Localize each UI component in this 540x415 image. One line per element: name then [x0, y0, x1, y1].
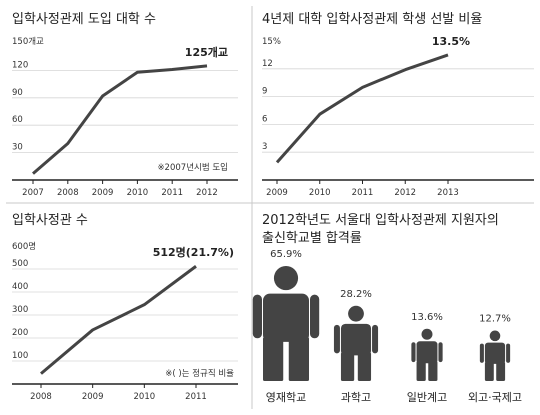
chart4-title-line1: 2012학년도 서울대 입학사정관제 지원자의: [262, 213, 499, 228]
figure-percent-label: 13.6%: [411, 312, 443, 323]
person-figure: [252, 266, 320, 381]
chart-universities: 입학사정관제 도입 대학 수 150개교 120 90 60 30 2007 2008 2…: [12, 12, 238, 198]
c1-xtick-label: 2012: [196, 188, 218, 198]
chart3-end-label: 512명(21.7%): [153, 245, 234, 259]
c1-xtick-label: 2008: [57, 188, 79, 198]
c3-xtick-label: 2009: [82, 392, 104, 402]
c1-xtick-label: 2010: [127, 188, 149, 198]
c3-ytick-label: 300: [12, 305, 28, 315]
c1-xtick-label: 2007: [22, 188, 44, 198]
chart2-end-label: 13.5%: [432, 35, 470, 48]
c3-xtick-label: 2010: [134, 392, 156, 402]
chart2-title: 4년제 대학 입학사정관제 학생 선발 비율: [262, 12, 482, 27]
person-figure: [333, 305, 379, 381]
figure-category-label: 과학고: [341, 391, 371, 404]
figure-percent-label: 12.7%: [479, 314, 511, 325]
c2-ytick-label: 3: [262, 142, 267, 152]
c1-ytick-label: 30: [12, 143, 23, 153]
c1-xtick-label: 2009: [92, 188, 114, 198]
c2-xtick-label: 2011: [352, 188, 374, 198]
c2-xtick-label: 2009: [266, 188, 288, 198]
chart1-end-label: 125개교: [185, 45, 228, 59]
chart3-unit-label: 600명: [12, 241, 36, 252]
chart-selection-ratio: 4년제 대학 입학사정관제 학생 선발 비율 15% 12 9 6 3 2009 201…: [262, 12, 534, 198]
chart1-title: 입학사정관제 도입 대학 수: [12, 12, 156, 27]
chart-acceptance-rate: 2012학년도 서울대 입학사정관제 지원자의 출신학교별 합격률 65.9% 영…: [252, 213, 522, 404]
chart3-note: ※( )는 정규직 비율: [165, 368, 234, 379]
c1-xtick-label: 2011: [161, 188, 183, 198]
chart1-note: ※2007년시범 도입: [157, 162, 228, 173]
c3-ytick-label: 400: [12, 282, 28, 292]
chart3-series-line: [40, 265, 197, 375]
c2-xtick-label: 2013: [437, 188, 459, 198]
c2-xtick-label: 2010: [309, 188, 331, 198]
c2-ytick-label: 12: [262, 59, 273, 69]
chart3-title: 입학사정관 수: [12, 213, 88, 228]
person-figure: [479, 330, 511, 381]
c2-ytick-label: 6: [262, 114, 267, 124]
c3-ytick-label: 100: [12, 351, 28, 361]
c2-xtick-label: 2012: [394, 188, 416, 198]
figure-percent-label: 28.2%: [340, 289, 372, 300]
chart1-series-line: [32, 64, 208, 175]
c2-ytick-label: 9: [262, 87, 267, 97]
c3-xtick-label: 2008: [30, 392, 52, 402]
c3-xtick-label: 2011: [185, 392, 207, 402]
figure-category-label: 외고·국제고: [468, 391, 522, 404]
chart4-title-line2: 출신학교별 합격률: [262, 231, 362, 246]
chart1-unit-label: 150개교: [12, 36, 44, 47]
chart2-series-line: [275, 53, 449, 164]
c1-ytick-label: 90: [12, 88, 23, 98]
c1-ytick-label: 120: [12, 60, 28, 70]
person-figure: [411, 328, 443, 381]
c3-ytick-label: 200: [12, 328, 28, 338]
figure-percent-label: 65.9%: [270, 249, 302, 260]
c1-ytick-label: 60: [12, 115, 23, 125]
figure-category-label: 일반계고: [407, 390, 447, 404]
figure-category-label: 영재학교: [266, 391, 306, 404]
c3-ytick-label: 500: [12, 259, 28, 269]
chart-admission-officers: 입학사정관 수 600명 500 400 300 200 100 2008 2009 201…: [12, 213, 238, 402]
chart2-unit-label: 15%: [262, 37, 281, 47]
